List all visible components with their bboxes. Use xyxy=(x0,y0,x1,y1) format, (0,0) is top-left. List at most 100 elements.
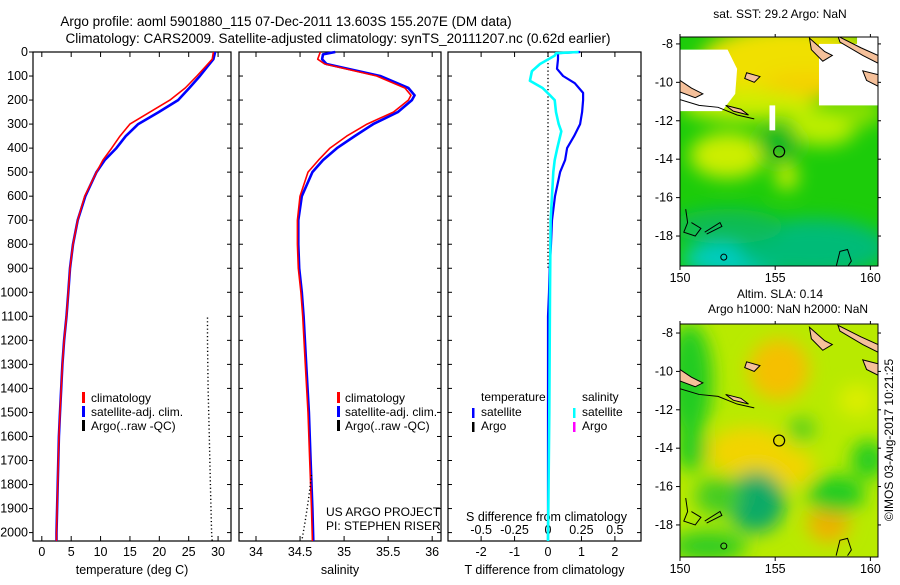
legend-swatch-satellite xyxy=(337,406,340,417)
field-patch xyxy=(727,471,785,533)
land-outline xyxy=(861,359,878,376)
land-outline xyxy=(680,79,704,99)
sst-map: 150 155 160 -8 -10 -12 -14 -16 -18 sat. SST: 29.2… xyxy=(655,7,881,285)
sla-map: 150 155 160 -8 -10 -12 -14 -16 -18 Altim. SLA: 0.… xyxy=(655,287,881,576)
x-tick-label: 30 xyxy=(211,545,225,559)
legend-swatch-t-argo xyxy=(472,422,475,432)
coastline xyxy=(835,537,852,556)
land-outline xyxy=(725,104,749,116)
y-tick-label: 400 xyxy=(7,141,28,155)
y-tick-label: 1900 xyxy=(0,502,28,516)
field-patch xyxy=(851,440,878,479)
legend-swatch-s-satellite xyxy=(573,408,576,418)
land-outline xyxy=(680,368,704,388)
x-tick-label: 1 xyxy=(578,545,585,559)
field-patch xyxy=(788,417,816,441)
lat-tick-label: -14 xyxy=(655,441,673,455)
x-tick-label: 5 xyxy=(68,545,75,559)
field-patch xyxy=(775,163,799,190)
series-line-salinity-satellite xyxy=(528,50,579,542)
y-tick-label: 1800 xyxy=(0,478,28,492)
project-credit: US ARGO PROJECT xyxy=(326,505,441,519)
map-title: Altim. SLA: 0.14 xyxy=(737,287,823,301)
x-tick-label: 35.5 xyxy=(376,545,400,559)
coastline xyxy=(704,510,723,524)
lat-tick-label: -8 xyxy=(662,326,673,340)
series-line-satellite-adj-clim- xyxy=(296,50,416,542)
legend-swatch-climatology xyxy=(337,392,340,403)
secondary-x-tick-label: -0.25 xyxy=(500,523,529,537)
field-patch xyxy=(748,338,810,401)
plot-frame xyxy=(447,51,642,542)
x-tick-label: 2 xyxy=(611,545,618,559)
y-tick-label: 800 xyxy=(7,237,28,251)
lat-tick-label: -18 xyxy=(655,518,673,532)
lat-tick-label: -12 xyxy=(655,114,673,128)
land-outline xyxy=(837,324,878,353)
y-tick-label: 900 xyxy=(7,261,28,275)
map-frame xyxy=(679,36,879,267)
y-tick-label: 1600 xyxy=(0,429,28,443)
legend-label-s-satellite: satellite xyxy=(582,405,623,419)
no-data-mask xyxy=(769,105,776,131)
y-tick-label: 1200 xyxy=(0,333,28,347)
plot-frame xyxy=(238,51,442,542)
legend-label-climatology: climatology xyxy=(345,391,405,405)
y-tick-label: 1400 xyxy=(0,381,28,395)
lat-tick-label: -10 xyxy=(655,75,673,89)
series-line-argo-raw-qc- xyxy=(206,317,213,542)
temperature-legend: climatology satellite-adj. clim. Argo(..… xyxy=(82,391,183,433)
y-tick-label: 1100 xyxy=(1,309,28,323)
y-tick-label: 600 xyxy=(7,189,28,203)
field-patch xyxy=(680,209,785,244)
y-tick-label: 1300 xyxy=(0,357,28,371)
legend-swatch-satellite xyxy=(82,406,85,417)
map-color-field xyxy=(680,324,878,557)
legend-label-t-argo: Argo xyxy=(481,419,507,433)
coastline xyxy=(680,388,755,409)
y-tick-label: 300 xyxy=(7,117,28,131)
coastline xyxy=(704,221,723,235)
x-tick-label: -1 xyxy=(509,545,520,559)
profile-panel-1: 34 34.5 35 35.5 36 salinity xyxy=(238,50,442,577)
x-axis-label: T difference from climatology xyxy=(464,563,625,577)
legend-swatch-argo xyxy=(82,420,85,431)
x-tick-label: 35 xyxy=(337,545,351,559)
field-patch xyxy=(807,503,850,543)
legend-label-satellite: satellite-adj. clim. xyxy=(91,405,183,419)
legend-swatch-climatology xyxy=(82,392,85,403)
coastline xyxy=(683,498,702,526)
figure-title-line2: Climatology: CARS2009. Satellite-adjuste… xyxy=(65,31,610,46)
legend-label-argo: Argo(..raw -QC) xyxy=(91,419,176,433)
argo-location-marker xyxy=(773,434,786,447)
land-outline xyxy=(808,325,834,351)
x-tick-label: 20 xyxy=(152,545,166,559)
x-tick-label: -2 xyxy=(476,545,487,559)
field-patch xyxy=(695,476,741,516)
y-tick-label: 2000 xyxy=(0,526,28,540)
field-patch xyxy=(680,530,747,557)
legend-swatch-s-argo xyxy=(573,422,576,432)
difference-legend: temperature salinity satellite Argo sate… xyxy=(472,390,623,433)
series-line-climatology xyxy=(296,51,412,542)
map-frame xyxy=(679,323,879,558)
lon-tick-label: 160 xyxy=(860,562,881,576)
x-tick-label: 36 xyxy=(425,545,439,559)
lat-tick-label: -16 xyxy=(655,480,673,494)
profile-panel-2: -2 -1 0 1 2 T difference from climatology -0.5… xyxy=(447,50,642,577)
land-outline xyxy=(744,72,761,83)
x-axis-label: temperature (deg C) xyxy=(76,563,189,577)
y-tick-label: 200 xyxy=(7,93,28,107)
lat-tick-label: -8 xyxy=(662,37,673,51)
map-panels: 150 155 160 -8 -10 -12 -14 -16 -18 sat. SST: 29.2… xyxy=(655,7,881,576)
figure-title-line1: Argo profile: aoml 5901880_115 07-Dec-20… xyxy=(60,14,511,29)
map-field xyxy=(680,324,878,557)
series-line-argo-raw-qc- xyxy=(301,474,313,542)
land-outline xyxy=(808,37,834,62)
secondary-x-axis-label: S difference from climatology xyxy=(466,510,628,524)
y-tick-label: 1500 xyxy=(0,405,28,419)
lon-tick-label: 160 xyxy=(860,271,881,285)
legend-header-temperature: temperature xyxy=(481,390,546,404)
